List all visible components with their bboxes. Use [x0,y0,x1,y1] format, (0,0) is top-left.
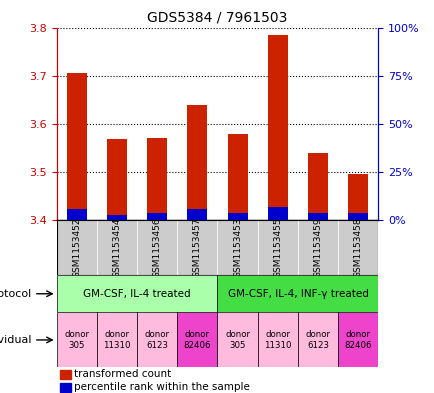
Bar [257,312,297,367]
Bar [338,312,378,367]
Text: GSM1153454: GSM1153454 [112,217,121,278]
Bar [96,220,137,275]
Bar [66,209,86,220]
Bar [107,215,127,220]
Text: donor
11310: donor 11310 [263,330,291,350]
Text: GSM1153455: GSM1153455 [273,217,282,278]
Bar [187,209,207,220]
Bar [227,134,247,220]
Bar [338,220,378,275]
Bar [297,312,338,367]
Bar [187,105,207,220]
Text: GM-CSF, IL-4 treated: GM-CSF, IL-4 treated [83,289,191,299]
Bar [307,152,327,220]
Text: donor
305: donor 305 [225,330,250,350]
Bar [147,213,167,220]
Bar [217,275,378,312]
Text: individual: individual [0,335,31,345]
Bar [257,220,297,275]
Bar [137,312,177,367]
Bar [348,213,368,220]
Text: donor
82406: donor 82406 [344,330,371,350]
Text: transformed count: transformed count [74,369,171,380]
Text: GSM1153458: GSM1153458 [353,217,362,278]
Bar [66,73,86,220]
Bar [217,220,257,275]
Text: GSM1153459: GSM1153459 [313,217,322,278]
Text: GM-CSF, IL-4, INF-γ treated: GM-CSF, IL-4, INF-γ treated [227,289,368,299]
Text: percentile rank within the sample: percentile rank within the sample [74,382,250,392]
Text: donor
6123: donor 6123 [305,330,330,350]
Bar [56,312,97,367]
Text: donor
6123: donor 6123 [145,330,169,350]
Text: donor
82406: donor 82406 [183,330,210,350]
Bar [59,370,71,379]
Text: GSM1153453: GSM1153453 [233,217,242,278]
Bar [107,139,127,220]
Bar [267,35,287,220]
Text: protocol: protocol [0,289,31,299]
Bar [96,312,137,367]
Title: GDS5384 / 7961503: GDS5384 / 7961503 [147,11,287,25]
Bar [227,213,247,220]
Bar [177,312,217,367]
Bar [307,213,327,220]
Text: GSM1153456: GSM1153456 [152,217,161,278]
Bar [147,138,167,220]
Bar [267,207,287,220]
Text: GSM1153452: GSM1153452 [72,217,81,278]
Bar [348,174,368,220]
Text: GSM1153457: GSM1153457 [192,217,201,278]
Bar [177,220,217,275]
Bar [56,275,217,312]
Bar [56,220,97,275]
Bar [137,220,177,275]
Text: donor
11310: donor 11310 [103,330,130,350]
Bar [297,220,338,275]
Text: donor
305: donor 305 [64,330,89,350]
Bar [59,383,71,392]
Bar [217,312,257,367]
